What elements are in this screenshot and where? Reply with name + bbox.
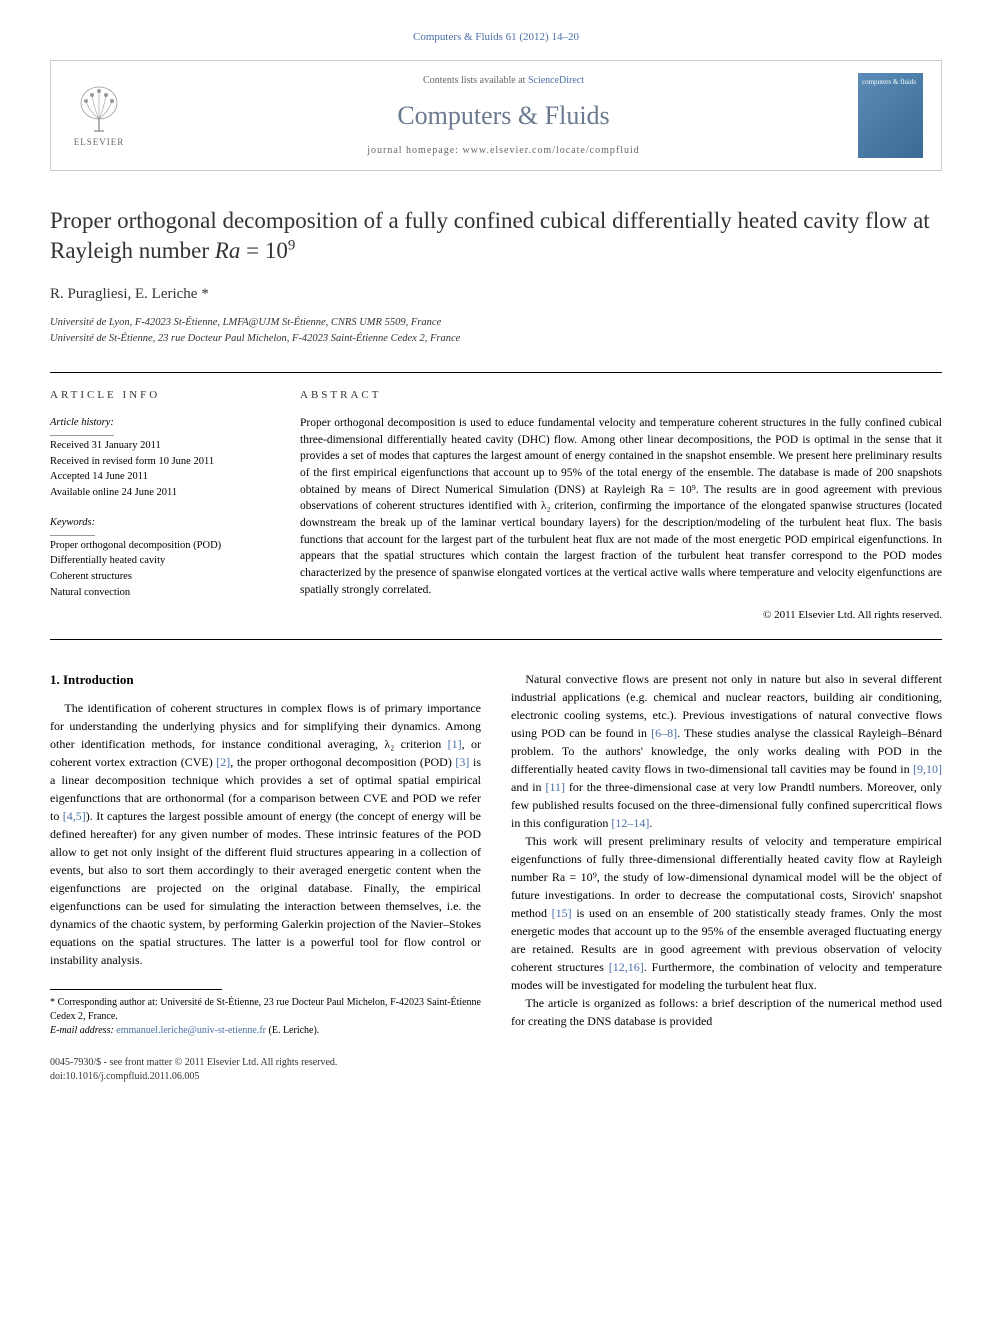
footer-doi: doi:10.1016/j.compfluid.2011.06.005 [50, 1070, 337, 1084]
article-info-heading: ARTICLE INFO [50, 388, 270, 403]
author-2: E. Leriche [135, 286, 197, 302]
footer-left: 0045-7930/$ - see front matter © 2011 El… [50, 1056, 337, 1084]
article-history-block: Article history: Received 31 January 201… [50, 415, 270, 501]
email-link[interactable]: emmanuel.leriche@univ-st-etienne.fr [116, 1025, 266, 1036]
affiliation-1: Université de Lyon, F-42023 St-Étienne, … [50, 315, 942, 331]
contents-available-line: Contents lists available at ScienceDirec… [149, 74, 858, 88]
footnote-separator [50, 989, 222, 990]
keywords-block: Keywords: Proper orthogonal decompositio… [50, 515, 270, 601]
keyword-1: Proper orthogonal decomposition (POD) [50, 538, 270, 554]
homepage-prefix: journal homepage: [367, 145, 462, 156]
history-accepted: Accepted 14 June 2011 [50, 469, 270, 485]
corresponding-author-footnote: * Corresponding author at: Université de… [50, 996, 481, 1024]
elsevier-tree-icon [74, 83, 124, 133]
ref-2-link[interactable]: [2] [216, 755, 230, 769]
journal-reference: Computers & Fluids 61 (2012) 14–20 [50, 30, 942, 45]
corresponding-mark: * [201, 286, 209, 302]
p2c: and in [511, 780, 545, 794]
history-received: Received 31 January 2011 [50, 438, 270, 454]
affiliations: Université de Lyon, F-42023 St-Étienne, … [50, 315, 942, 347]
journal-cover-thumbnail: computers & fluids [858, 73, 923, 158]
intro-paragraph-3: This work will present preliminary resul… [511, 832, 942, 994]
intro-paragraph-4: The article is organized as follows: a b… [511, 994, 942, 1030]
keywords-label: Keywords: [50, 515, 95, 536]
article-title: Proper orthogonal decomposition of a ful… [50, 206, 942, 266]
email-label: E-mail address: [50, 1025, 114, 1036]
title-exponent: 9 [288, 238, 296, 254]
ref-9-10-link[interactable]: [9,10] [913, 762, 942, 776]
history-online: Available online 24 June 2011 [50, 485, 270, 501]
elsevier-label: ELSEVIER [74, 136, 125, 149]
ref-6-8-link[interactable]: [6–8] [651, 726, 677, 740]
body-text-columns: 1. Introduction The identification of co… [50, 670, 942, 1039]
p1a: The identification of coherent structure… [50, 701, 481, 751]
abstract-heading: ABSTRACT [300, 388, 942, 403]
keyword-2: Differentially heated cavity [50, 553, 270, 569]
abstract-column: ABSTRACT Proper orthogonal decomposition… [300, 388, 942, 624]
info-abstract-row: ARTICLE INFO Article history: Received 3… [50, 372, 942, 640]
p1e: ). It captures the largest possible amou… [50, 809, 481, 967]
abstract-text: Proper orthogonal decomposition is used … [300, 415, 942, 598]
title-eq: = 10 [240, 238, 287, 263]
abstract-copyright: © 2011 Elsevier Ltd. All rights reserved… [300, 608, 942, 623]
journal-name: Computers & Fluids [149, 98, 858, 134]
page-footer: 0045-7930/$ - see front matter © 2011 El… [50, 1056, 942, 1084]
keyword-4: Natural convection [50, 585, 270, 601]
header-center: Contents lists available at ScienceDirec… [149, 74, 858, 158]
contents-prefix: Contents lists available at [423, 75, 528, 86]
ref-12-14-link[interactable]: [12–14] [611, 816, 649, 830]
ref-1-link[interactable]: [1] [448, 737, 462, 751]
history-revised: Received in revised form 10 June 2011 [50, 454, 270, 470]
journal-header-box: ELSEVIER Contents lists available at Sci… [50, 60, 942, 171]
email-who: (E. Leriche). [269, 1025, 320, 1036]
section-1-heading: 1. Introduction [50, 670, 481, 690]
history-label: Article history: [50, 415, 114, 436]
ref-11-link[interactable]: [11] [545, 780, 565, 794]
author-1: R. Puragliesi [50, 286, 128, 302]
email-footnote: E-mail address: emmanuel.leriche@univ-st… [50, 1024, 481, 1038]
p2d: for the three-dimensional case at very l… [511, 780, 942, 830]
footer-front-matter: 0045-7930/$ - see front matter © 2011 El… [50, 1056, 337, 1070]
elsevier-logo: ELSEVIER [69, 81, 129, 151]
affiliation-2: Université de St-Étienne, 23 rue Docteur… [50, 331, 942, 347]
author-list: R. Puragliesi, E. Leriche * [50, 284, 942, 305]
intro-paragraph-2: Natural convective flows are present not… [511, 670, 942, 832]
keyword-3: Coherent structures [50, 569, 270, 585]
title-text-pre: Proper orthogonal decomposition of a ful… [50, 208, 930, 263]
ref-15-link[interactable]: [15] [552, 906, 572, 920]
p1c: , the proper orthogonal decomposition (P… [230, 755, 455, 769]
title-variable: Ra [215, 238, 241, 263]
article-info-column: ARTICLE INFO Article history: Received 3… [50, 388, 270, 624]
homepage-url[interactable]: www.elsevier.com/locate/compfluid [462, 145, 639, 156]
ref-4-5-link[interactable]: [4,5] [63, 809, 86, 823]
intro-paragraph-1: The identification of coherent structure… [50, 699, 481, 969]
p2e: . [649, 816, 652, 830]
sciencedirect-link[interactable]: ScienceDirect [528, 75, 584, 86]
cover-thumb-title: computers & fluids [862, 79, 919, 87]
ref-3-link[interactable]: [3] [455, 755, 469, 769]
ref-12-16-link[interactable]: [12,16] [609, 960, 644, 974]
homepage-line: journal homepage: www.elsevier.com/locat… [149, 144, 858, 158]
